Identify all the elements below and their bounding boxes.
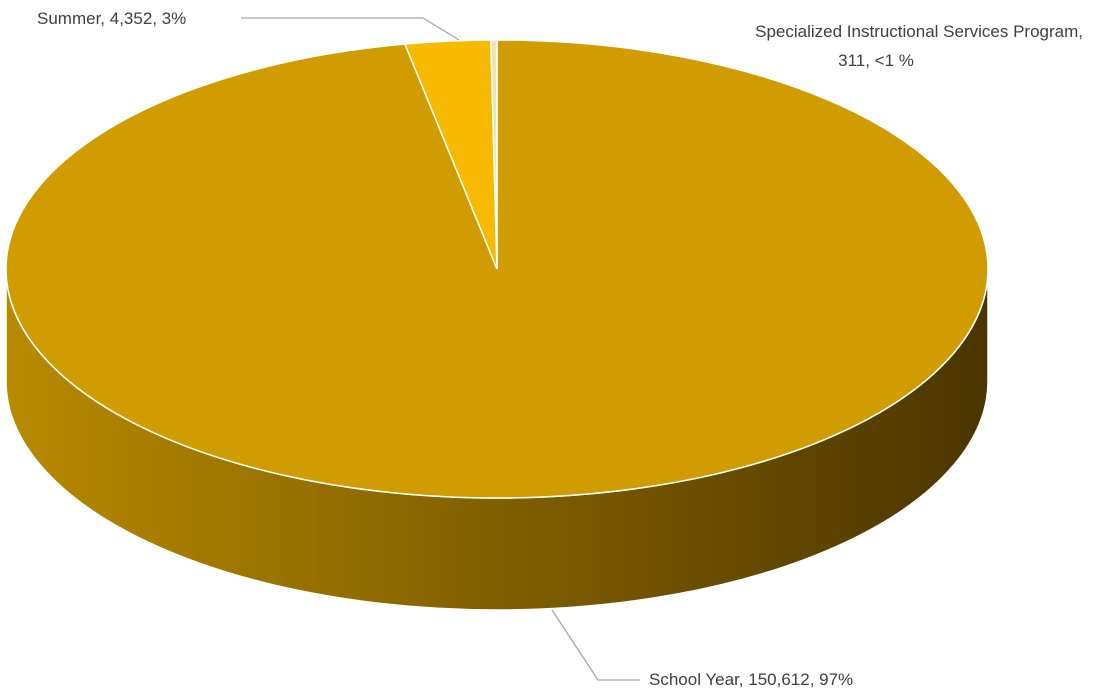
leader-line-summer [241, 17, 460, 41]
label-summer: Summer, 4,352, 3% [37, 9, 186, 28]
label-sisp-line2: 311, <1 % [838, 51, 914, 70]
label-sisp-line1: Specialized Instructional Services Progr… [755, 22, 1083, 41]
slice-specialized-instructional [490, 39, 498, 270]
leader-line-school-year [551, 609, 640, 681]
label-school-year: School Year, 150,612, 97% [649, 670, 853, 689]
